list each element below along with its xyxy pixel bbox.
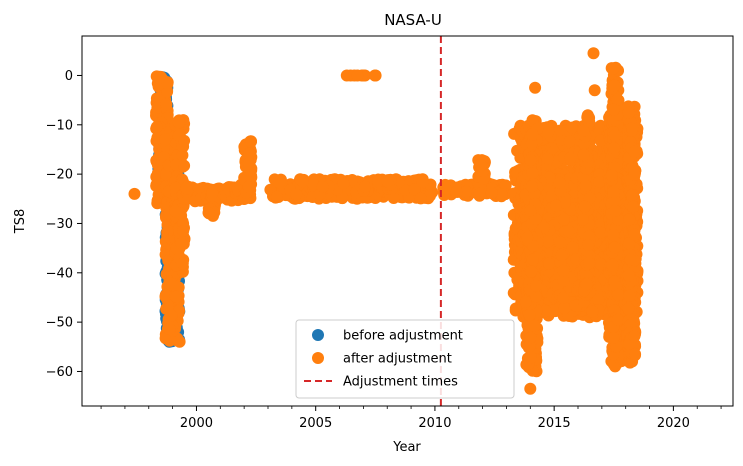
data-point (165, 309, 178, 322)
data-point (555, 249, 568, 262)
data-point (169, 205, 182, 218)
data-point (557, 264, 570, 277)
data-point (473, 187, 486, 200)
data-point (557, 213, 570, 226)
data-point (549, 199, 562, 212)
data-point (485, 187, 498, 199)
data-point (583, 111, 596, 124)
data-point (358, 180, 371, 193)
data-point (554, 236, 567, 249)
series-after-adjustment (128, 47, 644, 395)
data-point (381, 175, 394, 188)
data-point (578, 200, 591, 213)
data-point (523, 308, 536, 321)
data-point (566, 241, 579, 254)
data-point (450, 185, 463, 198)
data-point (172, 116, 185, 129)
data-point (530, 279, 543, 292)
data-point (178, 159, 191, 172)
data-point (150, 180, 163, 192)
data-point (176, 257, 189, 270)
data-point (180, 182, 193, 195)
data-point (525, 180, 538, 193)
data-point (175, 237, 188, 250)
data-point (577, 213, 589, 226)
data-point (526, 128, 539, 141)
data-point (586, 305, 599, 318)
data-point (153, 71, 166, 84)
data-point (369, 69, 382, 82)
data-point (474, 158, 487, 171)
data-point (163, 323, 176, 336)
data-point (541, 152, 554, 165)
chart-title: NASA-U (384, 11, 442, 29)
data-point (203, 207, 216, 220)
data-point (580, 278, 593, 291)
data-point (290, 188, 303, 201)
data-point (526, 253, 539, 266)
data-point (316, 180, 329, 193)
data-point (562, 225, 575, 238)
data-point (242, 157, 255, 170)
data-point (519, 296, 532, 308)
plot-marks (128, 47, 644, 395)
data-point (577, 148, 590, 161)
data-point (525, 265, 538, 278)
data-point (170, 290, 183, 303)
data-point (161, 85, 174, 98)
data-point (521, 232, 534, 244)
data-point (563, 135, 576, 148)
data-point (150, 170, 163, 183)
data-point (351, 69, 364, 82)
data-point (337, 177, 350, 190)
data-point (542, 235, 554, 248)
data-point (583, 257, 595, 270)
data-point (160, 98, 173, 111)
data-point (163, 276, 176, 289)
data-point (245, 135, 257, 148)
data-point (582, 239, 595, 251)
data-point (176, 149, 189, 162)
data-point (524, 331, 537, 344)
data-point (178, 134, 191, 147)
data-point (542, 126, 555, 139)
data-point (242, 180, 255, 193)
data-point (526, 167, 539, 180)
data-point (159, 289, 172, 302)
data-point (177, 224, 190, 237)
data-point (565, 121, 578, 134)
data-point (159, 133, 172, 146)
data-point (543, 257, 555, 270)
data-point (206, 187, 219, 200)
data-point (524, 204, 537, 217)
data-point (270, 190, 283, 203)
data-point (558, 302, 571, 315)
data-point (579, 180, 592, 192)
data-point (577, 124, 590, 137)
data-point (524, 154, 537, 167)
data-point (528, 320, 541, 332)
data-point (150, 121, 163, 133)
data-point (296, 175, 309, 188)
data-point (416, 175, 429, 188)
data-point (273, 176, 286, 189)
data-point (524, 351, 537, 364)
data-point (414, 192, 427, 205)
data-point (557, 292, 570, 304)
data-point (553, 176, 566, 189)
